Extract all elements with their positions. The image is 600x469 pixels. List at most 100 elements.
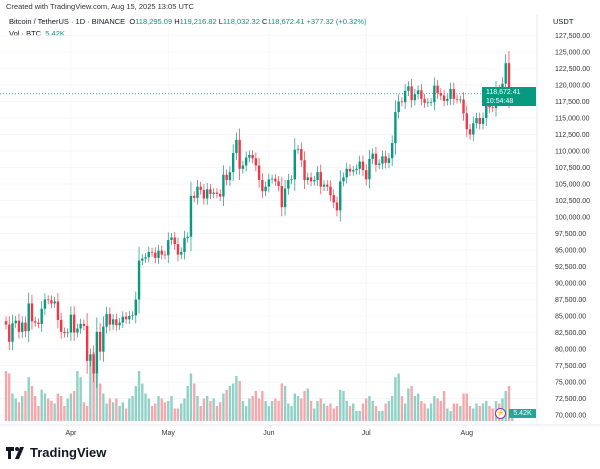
candle <box>364 170 368 180</box>
candle <box>468 129 472 135</box>
y-tick-label: 75,000.00 <box>555 380 586 387</box>
volume-bar <box>43 393 47 421</box>
volume-bar <box>342 391 345 421</box>
candle <box>426 102 430 103</box>
volume-bar <box>322 403 326 421</box>
y-tick-label: 77,500.00 <box>555 363 586 370</box>
candle <box>410 86 413 101</box>
volume-bar <box>53 403 56 421</box>
candle <box>95 331 99 374</box>
volume-bar <box>215 406 219 421</box>
volume-bar <box>137 371 141 421</box>
volume-bar <box>390 396 394 421</box>
volume-bar <box>46 398 50 421</box>
volume-bar <box>27 377 30 421</box>
candle <box>121 316 125 323</box>
candle <box>390 143 394 159</box>
candle <box>134 299 137 316</box>
candle <box>322 184 326 187</box>
volume-bar <box>329 403 332 421</box>
low-label: L <box>218 17 223 26</box>
candle <box>53 301 56 304</box>
low-value: 118,032.32 <box>222 17 260 26</box>
candle <box>167 240 170 256</box>
candle <box>92 354 95 374</box>
volume-bar <box>504 391 507 421</box>
volume-bar <box>394 377 397 421</box>
candle <box>475 118 478 124</box>
candle <box>40 308 43 324</box>
y-tick-label: 87,500.00 <box>555 297 586 304</box>
volume-bar <box>17 402 21 421</box>
lightning-icon[interactable]: ⚡ <box>495 408 506 419</box>
candle <box>186 236 189 239</box>
candle <box>420 90 423 99</box>
volume-bar <box>313 408 316 421</box>
candle <box>4 321 8 325</box>
candle <box>316 172 319 181</box>
candle <box>11 323 14 342</box>
candle <box>215 192 219 194</box>
volume-bar <box>352 403 355 421</box>
volume-bar <box>228 386 232 421</box>
volume-bar <box>491 408 494 421</box>
volume-bar <box>371 401 374 421</box>
candle <box>66 332 69 334</box>
candle <box>507 63 511 97</box>
volume-bar <box>407 388 410 421</box>
volume-bar <box>319 398 322 421</box>
volume-bar <box>69 393 73 421</box>
candle <box>504 63 507 84</box>
volume-bar <box>212 398 215 421</box>
candle <box>400 101 404 103</box>
volume-bar <box>72 391 76 421</box>
candle <box>147 251 150 258</box>
volume-bar <box>50 401 53 421</box>
candle <box>433 85 436 103</box>
candle <box>128 316 131 320</box>
volume-bar <box>462 393 465 421</box>
volume-bar <box>115 398 118 421</box>
candle <box>244 157 248 166</box>
volume-bar <box>283 386 287 421</box>
candle <box>485 101 488 118</box>
candle <box>108 314 112 325</box>
candle <box>193 195 196 198</box>
candle <box>27 303 30 332</box>
y-tick-label: 97,500.00 <box>555 231 586 238</box>
volume-bar <box>290 406 293 421</box>
candle <box>163 254 167 256</box>
candle <box>293 149 297 180</box>
volume-bar <box>345 401 348 421</box>
volume-label[interactable]: Vol · BTC <box>9 29 42 38</box>
symbol-title[interactable]: Bitcoin / TetherUS · 1D · BINANCE <box>9 17 126 26</box>
volume-bar <box>157 396 160 421</box>
candle <box>355 168 358 171</box>
candle <box>381 156 384 164</box>
volume-bar <box>355 411 358 421</box>
candle <box>342 177 345 182</box>
volume-bar <box>400 396 404 421</box>
tradingview-logo[interactable]: TradingView <box>6 445 106 460</box>
high-label: H <box>174 17 180 26</box>
volume-bar <box>384 403 387 421</box>
candle <box>257 165 261 181</box>
candle <box>124 316 128 320</box>
candle <box>335 202 339 211</box>
open-label: O <box>129 17 136 26</box>
candle <box>173 237 176 245</box>
y-tick-label: 90,000.00 <box>555 281 586 288</box>
volume-bar <box>459 406 462 421</box>
y-tick-label: 100,000.00 <box>555 215 590 222</box>
currency-label[interactable]: USDT <box>553 17 574 26</box>
candle <box>131 315 134 317</box>
volume-bar <box>481 403 485 421</box>
volume-bar <box>34 396 37 421</box>
candle <box>251 154 254 159</box>
volume-bar <box>397 373 400 421</box>
volume-bar <box>439 401 443 421</box>
price-axis: 127,500.00 125,000.00 122,500.00 120,000.00… <box>555 33 590 420</box>
candle <box>394 112 397 144</box>
candle <box>189 195 193 237</box>
